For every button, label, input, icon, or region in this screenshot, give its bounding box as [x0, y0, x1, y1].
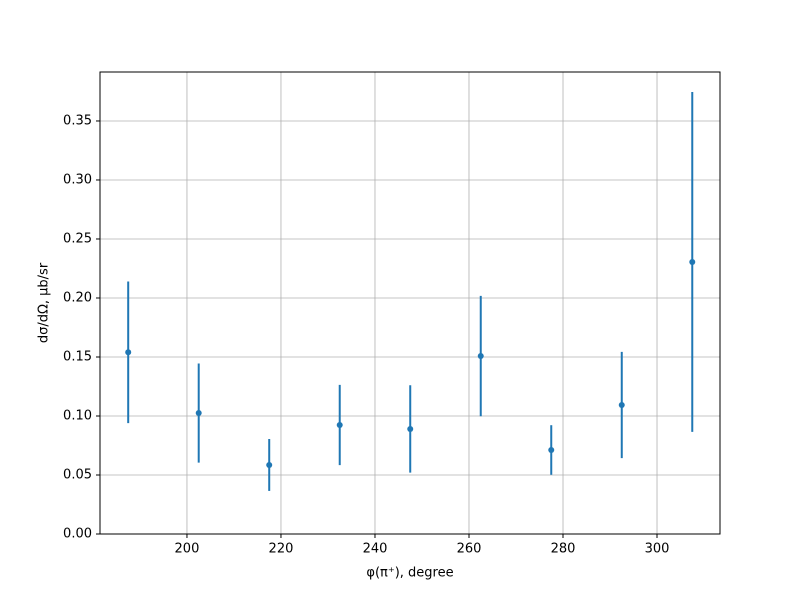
x-tick-label: 260 [457, 542, 482, 557]
y-tick-label: 0.00 [63, 527, 92, 542]
x-tick-label: 300 [645, 542, 670, 557]
x-axis-label: φ(π⁺), degree [366, 566, 453, 581]
y-tick-label: 0.30 [63, 172, 92, 187]
y-tick-label: 0.25 [63, 231, 92, 246]
y-tick-label: 0.35 [63, 113, 92, 128]
x-tick-label: 220 [269, 542, 294, 557]
x-tick-label: 280 [551, 542, 576, 557]
y-tick-label: 0.05 [63, 467, 92, 482]
data-point [266, 461, 273, 468]
y-tick-label: 0.15 [63, 349, 92, 364]
data-point [407, 425, 414, 432]
data-point [195, 410, 202, 417]
y-tick-label: 0.20 [63, 290, 92, 305]
data-point [125, 349, 132, 356]
data-point [336, 421, 343, 428]
data-point [689, 258, 696, 265]
x-tick-label: 240 [363, 542, 388, 557]
y-axis-label: dσ/dΩ, μb/sr [37, 262, 52, 343]
y-tick-label: 0.10 [63, 408, 92, 423]
plot-frame [99, 71, 721, 535]
data-point [548, 446, 555, 453]
x-tick-label: 200 [175, 542, 200, 557]
data-point [618, 402, 625, 409]
data-point [477, 353, 484, 360]
